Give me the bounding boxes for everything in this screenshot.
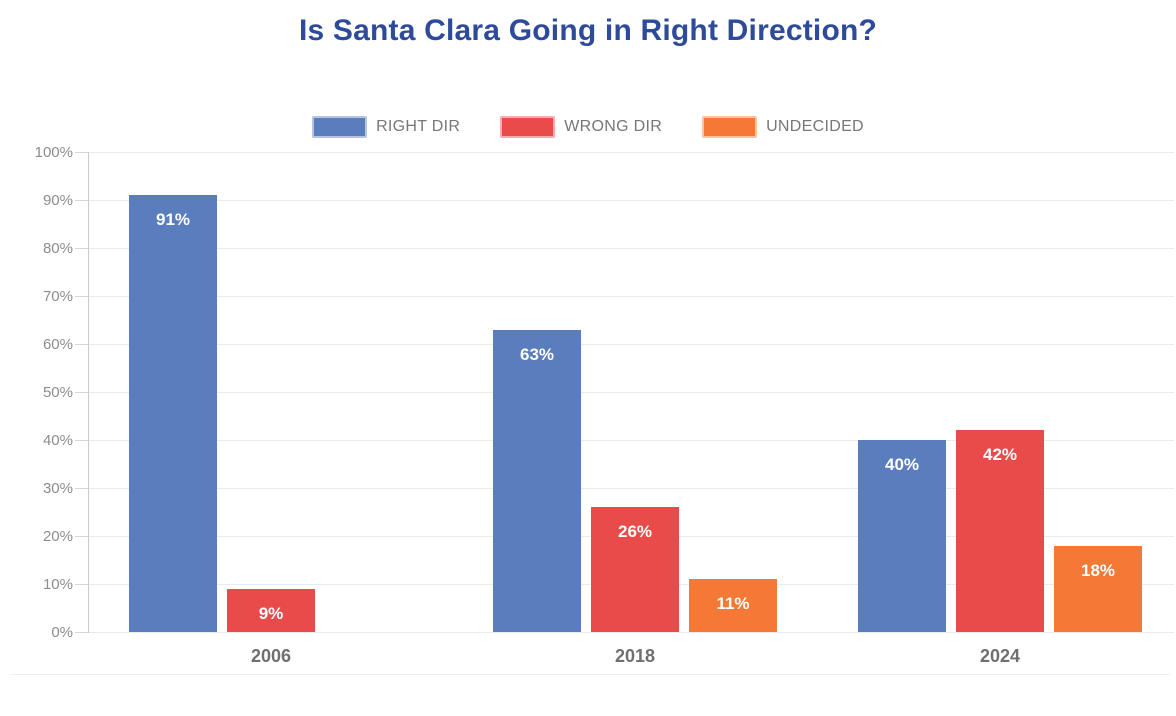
bar: 9% xyxy=(227,589,315,632)
legend-item-wrong-dir[interactable]: WRONG DIR xyxy=(500,116,662,138)
legend-swatch xyxy=(312,116,368,138)
bottom-divider xyxy=(10,674,1170,675)
y-axis-tick xyxy=(75,344,88,345)
y-tick-label: 20% xyxy=(42,528,73,545)
gridline xyxy=(88,632,1174,633)
y-axis-tick xyxy=(75,392,88,393)
legend-label: UNDECIDED xyxy=(766,118,864,135)
bar-value-label: 9% xyxy=(258,604,284,623)
gridline xyxy=(88,344,1174,345)
y-tick-label: 30% xyxy=(42,480,73,497)
bar: 40% xyxy=(858,440,946,632)
gridline xyxy=(88,440,1174,441)
legend: RIGHT DIR WRONG DIR UNDECIDED xyxy=(0,116,1176,138)
legend-swatch xyxy=(702,116,758,138)
gridline xyxy=(88,488,1174,489)
y-axis-tick xyxy=(75,248,88,249)
bar: 26% xyxy=(591,507,679,632)
y-tick-label: 10% xyxy=(42,576,73,593)
x-tick-label: 2006 xyxy=(250,646,292,666)
x-tick-label: 2024 xyxy=(979,646,1021,666)
bar-value-label: 91% xyxy=(155,210,191,229)
y-tick-label: 0% xyxy=(51,624,73,641)
bar: 11% xyxy=(689,579,777,632)
y-tick-label: 80% xyxy=(42,240,73,257)
gridline xyxy=(88,152,1174,153)
bar: 18% xyxy=(1054,546,1142,632)
gridline xyxy=(88,296,1174,297)
legend-swatch xyxy=(500,116,556,138)
y-axis-tick xyxy=(75,632,88,633)
bar-value-label: 42% xyxy=(982,445,1018,464)
y-tick-label: 60% xyxy=(42,336,73,353)
x-tick-label: 2018 xyxy=(614,646,656,666)
legend-label: WRONG DIR xyxy=(564,118,663,135)
y-tick-label: 40% xyxy=(42,432,73,449)
gridline xyxy=(88,248,1174,249)
gridline xyxy=(88,392,1174,393)
bar-value-label: 63% xyxy=(519,345,555,364)
y-tick-label: 70% xyxy=(42,288,73,305)
bar: 63% xyxy=(493,330,581,632)
legend-item-right-dir[interactable]: RIGHT DIR xyxy=(312,116,460,138)
bar-value-label: 11% xyxy=(716,594,750,613)
y-axis-tick xyxy=(75,296,88,297)
bar: 91% xyxy=(129,195,217,632)
legend-item-undecided[interactable]: UNDECIDED xyxy=(702,116,864,138)
bar-value-label: 18% xyxy=(1080,561,1116,580)
y-axis-tick xyxy=(75,584,88,585)
y-tick-label: 100% xyxy=(34,144,73,161)
chart-title: Is Santa Clara Going in Right Direction? xyxy=(298,14,878,47)
y-axis-tick xyxy=(75,200,88,201)
bar: 42% xyxy=(956,430,1044,632)
y-axis-tick xyxy=(75,488,88,489)
y-tick-label: 90% xyxy=(42,192,73,209)
bar-value-label: 40% xyxy=(884,455,920,474)
bar-value-label: 26% xyxy=(617,522,653,541)
y-axis-tick xyxy=(75,152,88,153)
gridline xyxy=(88,200,1174,201)
y-axis-line xyxy=(88,152,89,633)
y-tick-label: 50% xyxy=(42,384,73,401)
y-axis-tick xyxy=(75,440,88,441)
y-axis-tick xyxy=(75,536,88,537)
legend-label: RIGHT DIR xyxy=(376,118,461,135)
